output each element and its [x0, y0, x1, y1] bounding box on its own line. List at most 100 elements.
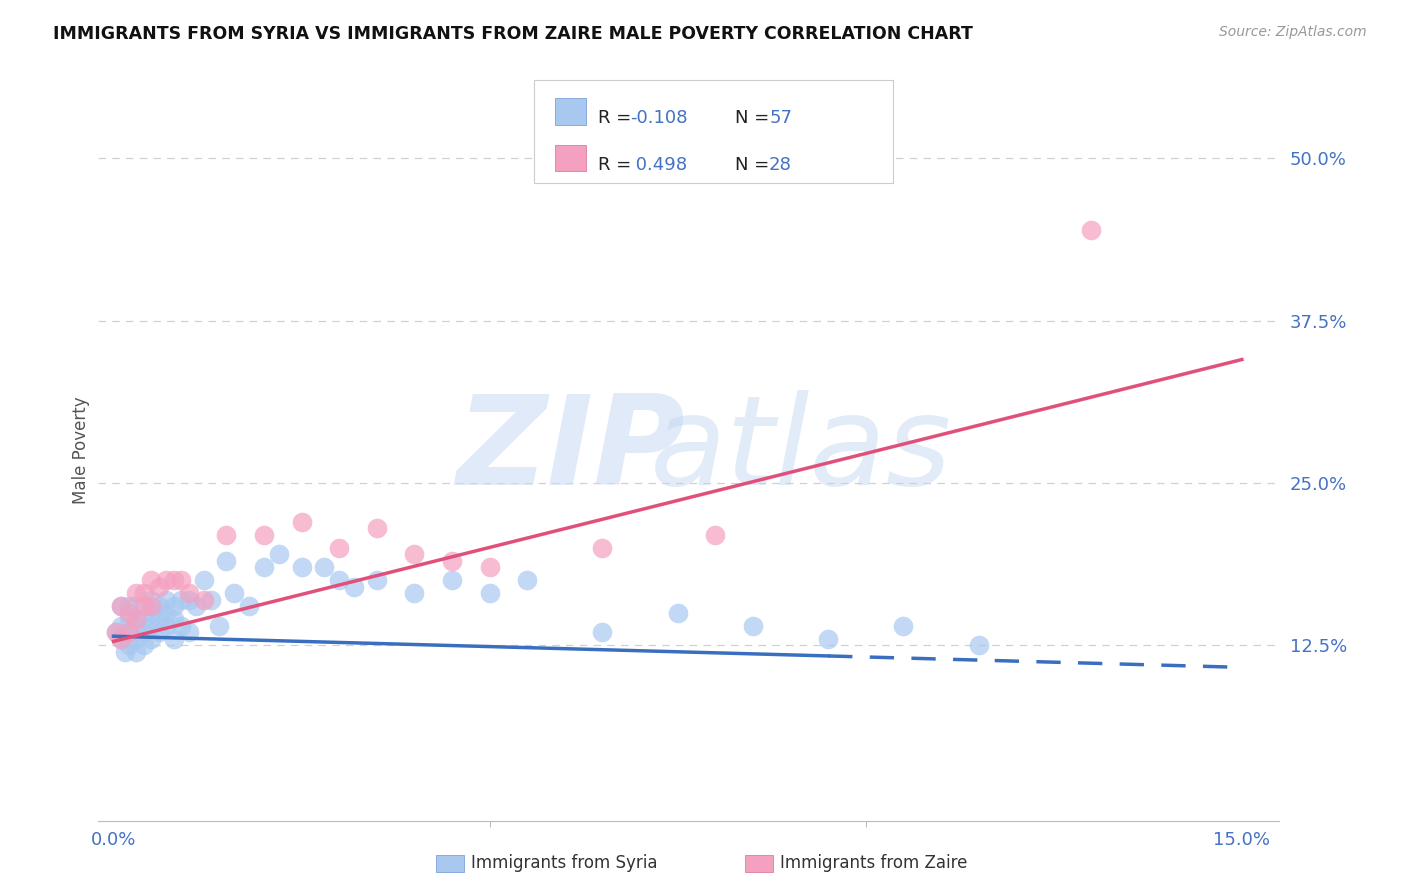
Point [440, 554, 463, 568]
Point [104, 625, 127, 640]
Point [117, 638, 139, 652]
Point [478, 586, 501, 600]
Point [155, 574, 177, 588]
Point [666, 606, 689, 620]
Text: 57: 57 [769, 110, 792, 128]
Text: -0.108: -0.108 [630, 110, 688, 128]
Point [238, 599, 260, 614]
Point [117, 625, 139, 640]
Point [290, 560, 312, 574]
Point [177, 625, 200, 640]
Y-axis label: Male Poverty: Male Poverty [72, 397, 90, 504]
Point [267, 547, 290, 561]
Point [967, 638, 990, 652]
Point [741, 619, 763, 633]
Point [148, 580, 170, 594]
Point [170, 592, 193, 607]
Point [139, 574, 162, 588]
Point [104, 625, 127, 640]
Point [404, 586, 426, 600]
Point [343, 580, 366, 594]
Text: IMMIGRANTS FROM SYRIA VS IMMIGRANTS FROM ZAIRE MALE POVERTY CORRELATION CHART: IMMIGRANTS FROM SYRIA VS IMMIGRANTS FROM… [53, 25, 973, 43]
Point [117, 606, 139, 620]
Point [114, 645, 136, 659]
Point [163, 612, 186, 626]
Point [148, 599, 170, 614]
Text: 0.498: 0.498 [630, 156, 688, 174]
Point [591, 625, 613, 640]
Point [440, 574, 463, 588]
Point [117, 612, 139, 626]
Text: Immigrants from Zaire: Immigrants from Zaire [780, 855, 967, 872]
Point [163, 632, 186, 646]
Point [253, 528, 276, 542]
Point [132, 625, 155, 640]
Text: Immigrants from Syria: Immigrants from Syria [471, 855, 658, 872]
Point [117, 625, 139, 640]
Point [222, 586, 245, 600]
Point [132, 638, 155, 652]
Point [155, 619, 177, 633]
Text: R =: R = [598, 156, 637, 174]
Point [117, 599, 139, 614]
Point [170, 574, 193, 588]
Point [704, 528, 727, 542]
Point [314, 560, 336, 574]
Point [139, 606, 162, 620]
Point [290, 515, 312, 529]
Point [177, 592, 200, 607]
Point [132, 586, 155, 600]
Point [148, 612, 170, 626]
Point [193, 574, 215, 588]
Point [132, 612, 155, 626]
Point [516, 574, 538, 588]
Point [478, 560, 501, 574]
Point [110, 632, 132, 646]
Point [155, 592, 177, 607]
Point [139, 599, 162, 614]
Text: 28: 28 [769, 156, 792, 174]
Point [328, 574, 350, 588]
Point [155, 606, 177, 620]
Point [163, 599, 186, 614]
Point [591, 541, 613, 555]
Point [125, 586, 148, 600]
Point [110, 632, 132, 646]
Point [163, 574, 186, 588]
Point [891, 619, 914, 633]
Text: N =: N = [735, 110, 775, 128]
Point [110, 619, 132, 633]
Point [366, 521, 388, 535]
Point [125, 612, 148, 626]
Point [125, 619, 148, 633]
Point [215, 528, 238, 542]
Point [139, 592, 162, 607]
Point [125, 599, 148, 614]
Point [200, 592, 222, 607]
Point [125, 632, 148, 646]
Point [148, 625, 170, 640]
Text: N =: N = [735, 156, 775, 174]
Point [125, 645, 148, 659]
Point [193, 592, 215, 607]
Point [215, 554, 238, 568]
Point [139, 619, 162, 633]
Text: atlas: atlas [650, 390, 952, 511]
Point [132, 599, 155, 614]
Point [170, 619, 193, 633]
Point [110, 599, 132, 614]
Point [186, 599, 208, 614]
Point [177, 586, 200, 600]
Point [110, 599, 132, 614]
Point [1080, 222, 1102, 236]
Text: Source: ZipAtlas.com: Source: ZipAtlas.com [1219, 25, 1367, 39]
Text: ZIP: ZIP [457, 390, 685, 511]
Point [328, 541, 350, 555]
Point [366, 574, 388, 588]
Point [208, 619, 231, 633]
Text: R =: R = [598, 110, 637, 128]
Point [404, 547, 426, 561]
Point [139, 632, 162, 646]
Point [817, 632, 839, 646]
Point [253, 560, 276, 574]
